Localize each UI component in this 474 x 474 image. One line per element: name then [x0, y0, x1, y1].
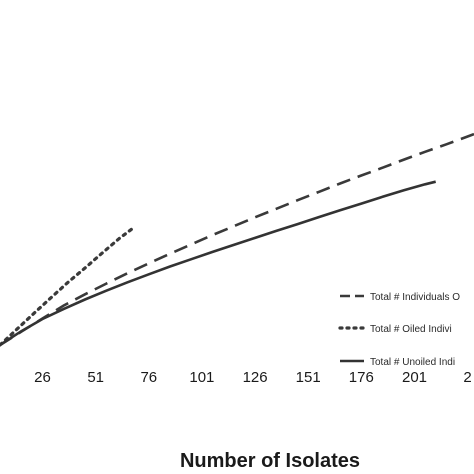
x-tick-label: 101: [189, 369, 214, 386]
x-tick-label: 2: [463, 369, 471, 386]
series-line-dotted: [0, 225, 136, 347]
x-axis-ticks: 26 51 76 101 126 151 176 201 2: [34, 369, 472, 386]
x-tick-label: 151: [296, 369, 321, 386]
x-tick-label: 126: [243, 369, 268, 386]
x-tick-label: 51: [87, 369, 104, 386]
x-axis-title: Number of Isolates: [180, 450, 360, 472]
legend-label: Total # Oiled Indivi: [370, 324, 452, 335]
series-line-solid: [0, 180, 437, 347]
legend: Total # Individuals O Total # Oiled Indiv…: [338, 292, 460, 368]
series-lines: [0, 132, 474, 347]
x-tick-label: 76: [140, 369, 157, 386]
legend-label: Total # Unoiled Indi: [370, 357, 455, 368]
x-tick-label: 176: [349, 369, 374, 386]
x-tick-label: 26: [34, 369, 51, 386]
x-tick-label: 201: [402, 369, 427, 386]
legend-label: Total # Individuals O: [370, 292, 460, 303]
series-line-dashed: [0, 132, 474, 347]
